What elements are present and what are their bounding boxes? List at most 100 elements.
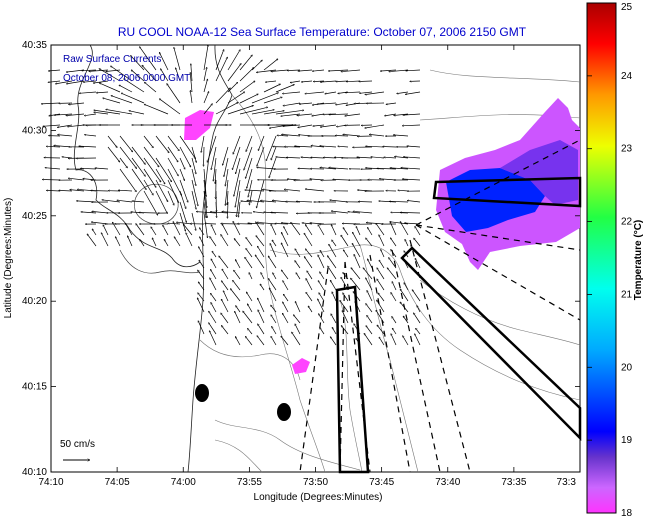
current-vector	[143, 146, 159, 167]
x-tick-label: 73:3	[557, 477, 577, 488]
current-vector	[367, 227, 373, 236]
current-vector	[320, 327, 325, 335]
current-vector	[245, 190, 265, 192]
current-vector	[366, 303, 373, 313]
current-vector	[384, 157, 397, 158]
current-vector	[330, 200, 349, 203]
colorbar-tick-label: 25	[621, 2, 633, 13]
current-vector	[210, 236, 217, 247]
current-vector	[124, 223, 133, 236]
current-vector	[271, 305, 277, 313]
current-vector	[102, 200, 121, 203]
current-vector	[268, 278, 277, 291]
current-vector	[118, 190, 133, 191]
current-vector	[210, 269, 217, 280]
current-vector	[414, 238, 421, 247]
current-vector	[392, 316, 397, 324]
current-vector	[227, 106, 254, 115]
current-vector	[391, 281, 397, 291]
current-vector	[399, 221, 409, 236]
current-vector	[111, 222, 121, 236]
current-vector	[155, 168, 166, 184]
current-vector	[271, 146, 277, 160]
current-vector	[225, 168, 229, 186]
sst-patch-small	[292, 358, 310, 374]
current-vector	[281, 270, 289, 280]
current-vector	[92, 229, 97, 236]
current-vector	[238, 201, 241, 217]
current-vector	[390, 238, 397, 247]
current-vector	[227, 201, 228, 218]
current-vector	[328, 69, 349, 71]
current-vectors	[41, 45, 421, 346]
current-vector	[365, 91, 385, 95]
current-vector	[234, 238, 241, 247]
current-vector	[198, 282, 205, 291]
current-vector	[268, 288, 277, 302]
current-vector	[256, 179, 265, 208]
current-vector	[99, 68, 121, 82]
current-vector	[272, 273, 277, 280]
current-vector	[328, 244, 337, 258]
sst-patch-violet	[500, 140, 578, 205]
current-vector	[313, 124, 325, 126]
current-vector	[403, 157, 421, 159]
current-vector	[389, 69, 409, 72]
current-vector	[234, 311, 241, 324]
current-vector	[84, 135, 97, 137]
current-vector	[198, 321, 205, 335]
current-vector	[99, 83, 121, 93]
current-vector	[232, 221, 241, 236]
current-vector	[271, 212, 289, 213]
current-vector	[330, 314, 337, 324]
current-vector	[179, 190, 186, 209]
current-vector	[304, 233, 313, 247]
subtitle-line-1: Raw Surface Currents	[63, 54, 161, 65]
current-vector	[312, 113, 325, 116]
colorbar-tick-label: 20	[621, 362, 633, 373]
current-vector	[329, 114, 349, 115]
current-vector	[117, 200, 133, 203]
current-vector	[379, 337, 385, 346]
current-vector	[402, 124, 421, 126]
current-vector	[239, 93, 258, 104]
current-vector	[246, 304, 253, 313]
x-tick-label: 73:45	[369, 477, 394, 488]
map-layer: 50 cm/s	[41, 45, 582, 474]
current-vector	[305, 91, 325, 94]
current-vector	[386, 102, 397, 104]
colorbar-tick-label: 23	[621, 144, 633, 155]
current-vector	[260, 201, 277, 203]
sst-patches	[184, 98, 580, 374]
current-vector	[330, 337, 337, 346]
current-vector	[379, 179, 397, 181]
colorbar	[586, 2, 617, 514]
current-vector	[311, 146, 325, 148]
current-vector	[179, 168, 185, 181]
current-vector	[210, 293, 217, 302]
current-vector	[210, 225, 217, 236]
current-vector	[107, 135, 117, 148]
current-vector	[365, 124, 385, 128]
current-vector	[304, 256, 313, 269]
x-tick-label: 74:10	[38, 477, 63, 488]
current-vector	[163, 239, 169, 247]
current-vector	[341, 69, 361, 72]
current-vector	[139, 213, 157, 214]
transect-boxes	[335, 176, 582, 474]
y-tick-label: 40:25	[22, 211, 47, 222]
current-vector	[221, 313, 229, 324]
current-vector	[257, 298, 265, 313]
current-vector	[294, 324, 301, 335]
current-vector	[203, 91, 209, 104]
current-vector	[167, 135, 179, 151]
current-vector	[119, 157, 128, 168]
current-vector	[199, 237, 205, 247]
current-vector	[366, 223, 385, 225]
current-vector	[234, 168, 241, 196]
current-vector	[191, 190, 196, 209]
current-vector	[377, 300, 385, 313]
current-vector	[68, 102, 85, 105]
current-vector	[341, 311, 349, 324]
current-vector	[102, 225, 109, 236]
